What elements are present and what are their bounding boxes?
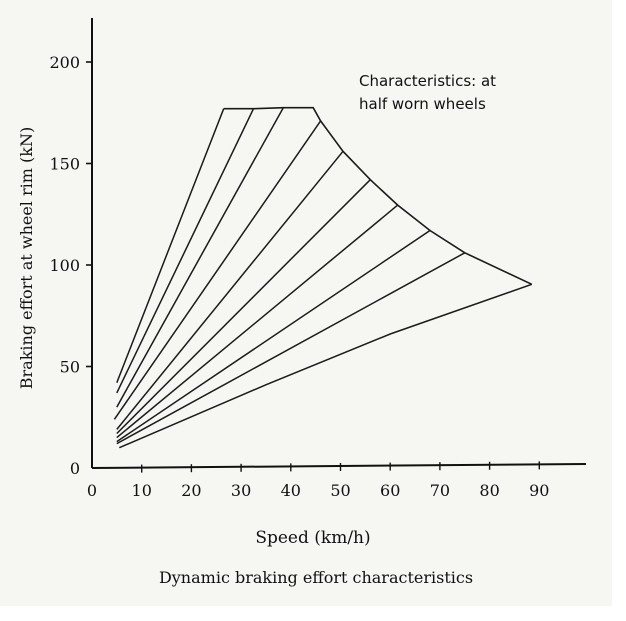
y-tick-label-50: 50	[60, 358, 80, 377]
y-tick-label-150: 150	[49, 155, 80, 174]
annotation-line-2: half worn wheels	[359, 95, 486, 113]
x-axis-line	[91, 463, 587, 469]
x-tick-label-90: 90	[529, 481, 549, 500]
braking-line-2	[116, 108, 255, 394]
chart-caption: Dynamic braking effort characteristics	[159, 568, 473, 587]
braking-line-10	[119, 283, 533, 449]
braking-line-1	[116, 108, 225, 383]
x-tick-label-50: 50	[330, 481, 350, 500]
page-edge-right	[612, 0, 626, 621]
braking-line-7	[116, 204, 399, 439]
braking-curves	[113, 107, 533, 449]
braking-line-6	[116, 179, 371, 435]
y-tick-label-200: 200	[49, 53, 80, 72]
x-tick-label-70: 70	[430, 481, 450, 500]
x-ticks: 0 10 20 30 40 50 60 70 80 90	[87, 461, 549, 500]
y-tick-label-100: 100	[49, 256, 80, 275]
braking-line-3	[116, 107, 284, 408]
page-edge-bottom	[0, 606, 626, 621]
y-tick-label-0: 0	[70, 459, 80, 478]
x-tick-label-10: 10	[132, 481, 152, 500]
x-tick-label-20: 20	[181, 481, 201, 500]
braking-line-4	[113, 120, 322, 420]
y-axis-label: Braking effort at wheel rim (kN)	[17, 127, 36, 389]
x-axis-label: Speed (km/h)	[255, 528, 370, 548]
axes	[91, 18, 587, 469]
x-tick-label-60: 60	[380, 481, 400, 500]
braking-line-9	[116, 252, 466, 445]
x-tick-label-0: 0	[87, 481, 97, 500]
annotation-line-1: Characteristics: at	[359, 72, 496, 90]
x-tick-label-40: 40	[281, 481, 301, 500]
y-ticks: 0 50 100 150 200	[49, 53, 92, 478]
x-tick-label-30: 30	[231, 481, 251, 500]
braking-line-8	[116, 229, 431, 443]
braking-line-5	[116, 150, 344, 430]
envelope-curve	[223, 106, 533, 286]
x-tick-label-80: 80	[479, 481, 499, 500]
